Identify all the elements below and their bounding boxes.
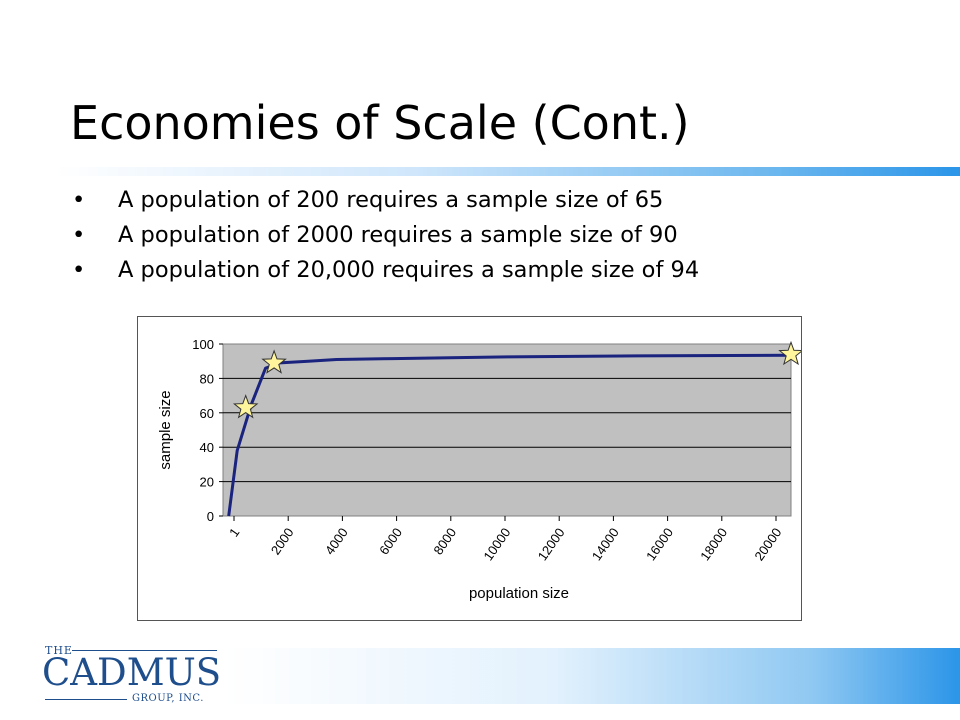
star-marker xyxy=(232,394,259,419)
bullet-dot: • xyxy=(72,187,86,213)
y-tick-label: 80 xyxy=(200,371,214,386)
footer-gradient-band xyxy=(225,648,960,704)
x-axis-label: population size xyxy=(469,585,569,602)
x-tick-label: 1 xyxy=(226,525,242,540)
star-marker xyxy=(261,349,287,374)
slide-title: Economies of Scale (Cont.) xyxy=(70,96,690,150)
y-tick-label: 40 xyxy=(200,440,214,455)
x-tick-label: 4000 xyxy=(322,525,351,557)
y-tick-label: 60 xyxy=(200,406,214,421)
plot-area xyxy=(222,343,792,517)
x-tick-label: 6000 xyxy=(376,525,405,557)
y-tick-label: 100 xyxy=(192,337,214,352)
cadmus-logo: THE CADMUS GROUP, INC. xyxy=(42,642,222,708)
x-tick-label: 18000 xyxy=(697,525,730,563)
bullet-item: • A population of 2000 requires a sample … xyxy=(72,218,699,253)
logo-the: THE xyxy=(45,644,73,657)
bullet-dot: • xyxy=(72,222,86,248)
bullet-text: A population of 200 requires a sample si… xyxy=(118,187,664,213)
logo-rule-bottom xyxy=(45,699,127,700)
bullet-text: A population of 2000 requires a sample s… xyxy=(118,222,678,248)
y-axis-label: sample size xyxy=(157,390,174,469)
bullet-item: • A population of 20,000 requires a sampl… xyxy=(72,253,699,288)
x-tick-label: 8000 xyxy=(430,525,459,557)
title-underline xyxy=(55,167,960,176)
bullet-item: • A population of 200 requires a sample s… xyxy=(72,183,699,218)
bullet-list: • A population of 200 requires a sample s… xyxy=(72,183,699,288)
x-tick-label: 2000 xyxy=(268,525,297,557)
logo-rule-top xyxy=(72,650,217,651)
logo-group: GROUP, INC. xyxy=(132,693,204,704)
y-tick-label: 20 xyxy=(200,475,214,490)
x-tick-label: 16000 xyxy=(643,525,676,563)
x-tick-label: 20000 xyxy=(751,525,784,563)
x-tick-label: 14000 xyxy=(589,525,622,563)
logo-name: CADMUS xyxy=(42,651,222,694)
bullet-text: A population of 20,000 requires a sample… xyxy=(118,257,700,283)
x-tick-label: 12000 xyxy=(535,525,568,563)
star-marker xyxy=(778,340,801,366)
bullet-dot: • xyxy=(72,257,86,283)
y-tick-label: 0 xyxy=(207,509,214,524)
x-tick-label: 10000 xyxy=(480,525,513,563)
chart-frame: 0 20 40 60 80 100 1 2000 4000 6000 8000 10000 12000 1… xyxy=(137,316,802,621)
